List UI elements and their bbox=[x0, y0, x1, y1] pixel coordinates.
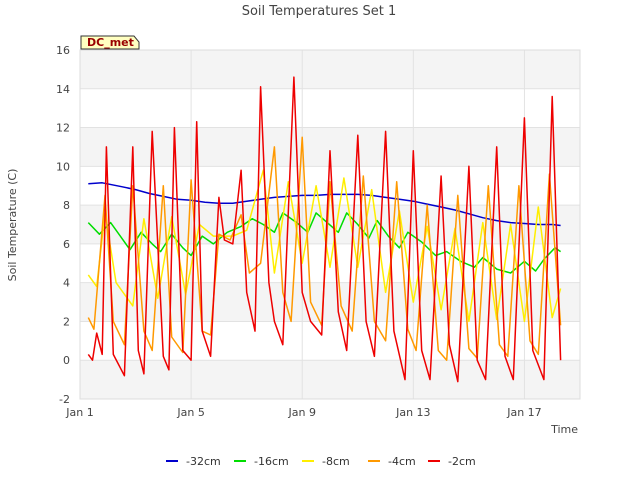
series-line-4cmcm bbox=[87, 136, 562, 361]
legend-label: -32cm bbox=[186, 455, 221, 468]
station-badge: DC_met bbox=[80, 35, 140, 50]
x-tick-label: Jan 13 bbox=[395, 406, 430, 419]
legend-label: -8cm bbox=[322, 455, 350, 468]
y-tick-label: 2 bbox=[63, 315, 70, 328]
legend: -32cm -16cm -8cm -4cm -2cm bbox=[166, 455, 476, 468]
plot-frame bbox=[79, 49, 581, 400]
y-tick-label: -2 bbox=[59, 393, 70, 406]
y-axis-label: Soil Temperature (C) bbox=[6, 169, 19, 282]
y-tick-label: 14 bbox=[56, 83, 70, 96]
y-tick-label: 10 bbox=[56, 160, 70, 173]
x-tick-label: Jan 9 bbox=[287, 406, 315, 419]
y-tick-label: 6 bbox=[63, 238, 70, 251]
series-layer bbox=[87, 76, 562, 383]
x-tick-label: Jan 1 bbox=[65, 406, 93, 419]
station-badge-label: DC_met bbox=[87, 36, 134, 49]
chart-title: Soil Temperatures Set 1 bbox=[242, 4, 397, 19]
y-axis: -2 0 2 4 6 8 10 12 14 16 bbox=[56, 44, 70, 406]
y-tick-label: 0 bbox=[63, 354, 70, 367]
x-axis: Jan 1 Jan 5 Jan 9 Jan 13 Jan 17 bbox=[65, 406, 541, 419]
legend-label: -2cm bbox=[448, 455, 476, 468]
x-tick-label: Jan 5 bbox=[176, 406, 204, 419]
legend-label: -4cm bbox=[388, 455, 416, 468]
y-tick-label: 8 bbox=[63, 199, 70, 212]
y-tick-label: 12 bbox=[56, 122, 70, 135]
series-line-2cmcm bbox=[87, 76, 562, 383]
y-tick-label: 4 bbox=[63, 277, 70, 290]
x-tick-label: Jan 17 bbox=[506, 406, 541, 419]
plot-band bbox=[80, 88, 580, 128]
legend-label: -16cm bbox=[254, 455, 289, 468]
plot-band bbox=[80, 50, 580, 89]
y-tick-label: 16 bbox=[56, 44, 70, 57]
plot-band bbox=[80, 360, 580, 399]
x-axis-label: Time bbox=[550, 423, 578, 436]
